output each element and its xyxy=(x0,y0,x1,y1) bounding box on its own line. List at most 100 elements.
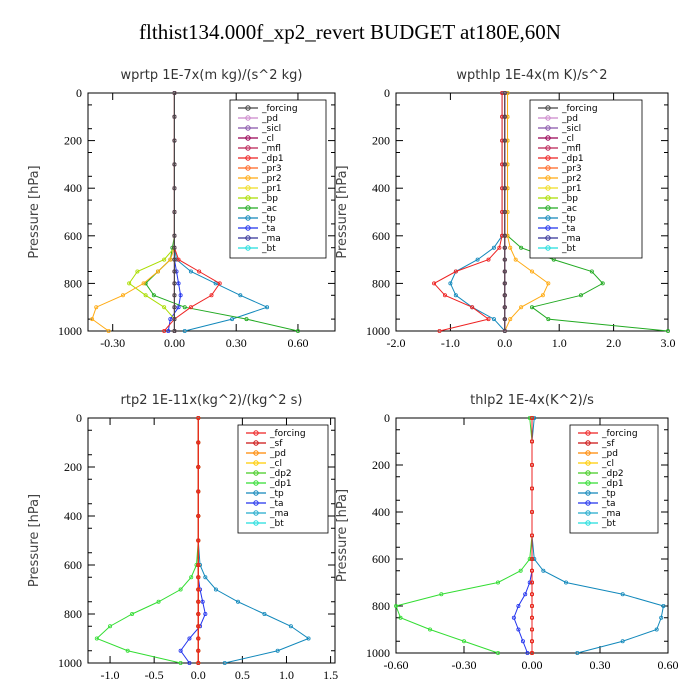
x-tick-label: 0.00 xyxy=(164,336,185,350)
legend-marker xyxy=(245,125,251,131)
data-point xyxy=(172,317,177,322)
data-point xyxy=(497,245,502,250)
x-tick-label: 3.0 xyxy=(661,336,676,350)
legend-label: _cl xyxy=(601,459,614,469)
data-point xyxy=(188,269,193,274)
legend-label: _pr2 xyxy=(561,174,582,184)
legend-label: _bt xyxy=(261,244,276,254)
data-point xyxy=(519,305,524,310)
data-point xyxy=(262,612,267,617)
data-point xyxy=(500,233,505,238)
data-point xyxy=(162,305,167,310)
legend-label: _pr3 xyxy=(261,164,282,174)
y-tick-label: 800 xyxy=(372,276,390,290)
legend-marker xyxy=(545,195,551,201)
data-point xyxy=(196,563,201,568)
data-point xyxy=(168,257,173,262)
data-point xyxy=(659,615,664,620)
x-tick-label: -0.30 xyxy=(452,658,477,672)
data-point xyxy=(182,328,187,333)
data-point xyxy=(578,293,583,298)
data-point xyxy=(513,257,518,262)
data-point xyxy=(439,592,444,597)
legend-marker xyxy=(545,245,551,251)
data-point xyxy=(196,612,201,617)
y-tick-label: 400 xyxy=(372,505,390,519)
legend-marker xyxy=(253,490,259,496)
panel-title: thlp2 1E-4x(K^2)/s xyxy=(470,393,594,408)
legend-label: _cl xyxy=(561,134,574,144)
data-point xyxy=(530,651,535,656)
data-point xyxy=(527,580,532,585)
legend-label: _cl xyxy=(261,134,274,144)
y-tick-label: 400 xyxy=(372,181,390,195)
legend-label: _mfl xyxy=(261,144,281,154)
data-point xyxy=(502,257,507,262)
data-point xyxy=(502,186,507,191)
data-point xyxy=(155,269,160,274)
y-tick-label: 0 xyxy=(384,86,390,100)
data-point xyxy=(222,661,227,666)
x-tick-label: 0.60 xyxy=(287,336,308,350)
x-tick-label: -0.60 xyxy=(384,658,409,672)
legend-marker xyxy=(545,125,551,131)
legend-marker xyxy=(253,430,259,436)
data-point xyxy=(213,281,218,286)
series-line-dp1 xyxy=(395,417,533,654)
data-point xyxy=(162,328,167,333)
data-point xyxy=(197,269,202,274)
data-point xyxy=(505,162,510,167)
data-point xyxy=(532,557,537,562)
y-tick-label: 200 xyxy=(372,458,390,472)
data-point xyxy=(502,162,507,167)
legend-marker xyxy=(545,175,551,181)
legend-marker xyxy=(253,510,259,516)
x-tick-label: 0.60 xyxy=(658,658,679,672)
data-point xyxy=(505,186,510,191)
legend-marker xyxy=(253,500,259,506)
legend-label: _sf xyxy=(601,439,615,449)
legend-label: _bp xyxy=(561,194,578,204)
data-point xyxy=(235,599,240,604)
plot-frame xyxy=(395,92,669,332)
data-point xyxy=(238,293,243,298)
data-point xyxy=(427,627,432,632)
x-tick-label: 2.0 xyxy=(606,336,621,350)
data-point xyxy=(172,114,177,119)
y-tick-label: 800 xyxy=(64,607,82,621)
data-point xyxy=(540,293,545,298)
data-point xyxy=(448,281,453,286)
data-point xyxy=(265,305,270,310)
data-point xyxy=(182,305,187,310)
data-point xyxy=(275,648,280,653)
x-tick-label: 1.0 xyxy=(552,336,567,350)
legend-label: _sf xyxy=(269,439,283,449)
data-point xyxy=(491,317,496,322)
x-tick-label: -0.30 xyxy=(100,336,125,350)
data-point xyxy=(172,91,177,96)
legend-marker xyxy=(585,510,591,516)
data-point xyxy=(530,462,535,467)
legend-label: _bt xyxy=(269,519,284,529)
data-point xyxy=(500,209,505,214)
legend-marker xyxy=(585,490,591,496)
legend-label: _tp xyxy=(261,214,276,224)
plot-frame xyxy=(87,417,336,664)
legend-label: _ta xyxy=(561,224,576,234)
y-tick-label: 0 xyxy=(76,86,82,100)
data-point xyxy=(600,281,605,286)
panel-title: wprtp 1E-7x(m kg)/(s^2 kg) xyxy=(121,68,303,83)
data-point xyxy=(666,328,671,333)
legend-marker xyxy=(245,165,251,171)
data-point xyxy=(502,281,507,286)
legend-label: _forcing xyxy=(269,429,306,439)
legend-marker xyxy=(545,115,551,121)
legend-marker xyxy=(245,135,251,141)
legend-label: _ac xyxy=(261,204,277,214)
legend-label: _ta xyxy=(269,499,284,509)
legend-marker xyxy=(245,245,251,251)
data-point xyxy=(502,138,507,143)
data-point xyxy=(620,639,625,644)
data-point xyxy=(130,612,135,617)
